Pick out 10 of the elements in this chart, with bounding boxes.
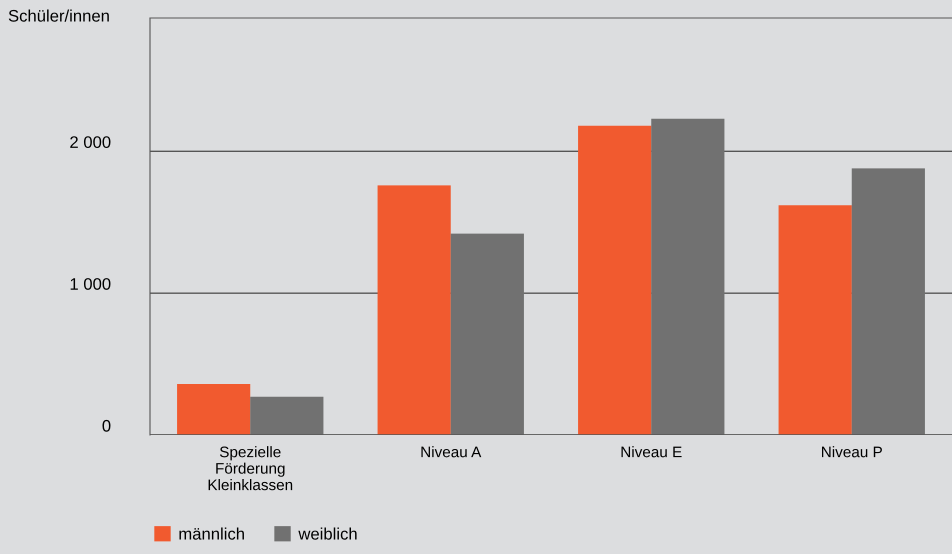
x-tick-label: Niveau P (822, 446, 882, 458)
legend-label: männlich (179, 527, 244, 540)
x-tick-label: Spezielle Förderung Kleinklassen (208, 446, 292, 490)
legend-label: weiblich (298, 527, 357, 540)
y-axis-title: Schüler/innen (8, 9, 109, 22)
x-tick-label: Niveau E (622, 446, 682, 458)
y-tick-label: 1 000 (70, 278, 110, 290)
x-tick-label: Niveau A (421, 446, 482, 458)
y-tick-label: 0 (102, 420, 110, 432)
y-tick-label: 2 000 (70, 136, 110, 148)
